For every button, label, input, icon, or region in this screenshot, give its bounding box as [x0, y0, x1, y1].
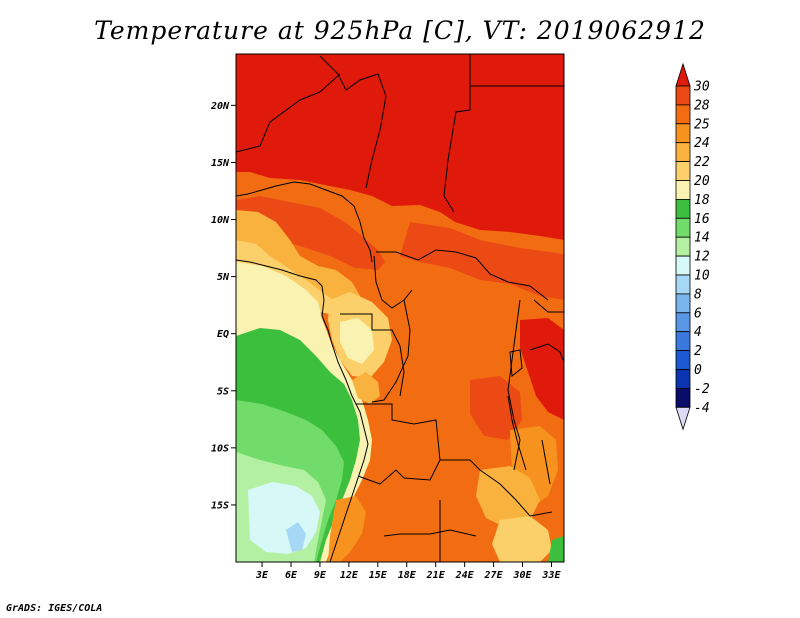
- colorbar-label: 4: [694, 325, 702, 340]
- colorbar-swatch: [675, 217, 691, 238]
- border-cameroon-car: [373, 255, 413, 309]
- colorbar-swatch: [675, 104, 691, 125]
- field-coast-cabinda: [352, 372, 380, 404]
- field-lakes-warm: [470, 376, 522, 440]
- temperature-field: [236, 54, 564, 562]
- lon-tick-label: 30E: [512, 570, 532, 581]
- colorbar-label: 0: [694, 363, 702, 378]
- lat-tick-label: 20N: [210, 101, 230, 112]
- colorbar-label: 2: [694, 344, 702, 359]
- border-uganda-kenya: [533, 299, 564, 313]
- colorbar-label: 22: [694, 155, 710, 170]
- colorbar-swatch: [675, 85, 691, 106]
- border-mali-algeria: [236, 73, 341, 153]
- border-chad-sudan: [443, 54, 471, 213]
- lat-tick-label: 5S: [217, 386, 229, 397]
- colorbar-label: 14: [694, 231, 710, 246]
- boundaries: [236, 54, 564, 562]
- lon-tick-label: 27E: [484, 570, 504, 581]
- colorbar-label: 10: [694, 269, 710, 284]
- border-gabon-congo: [340, 313, 405, 397]
- colorbar-swatch: [675, 369, 691, 389]
- lon-tick-label: 6E: [285, 570, 298, 581]
- border-drc-east: [507, 299, 521, 471]
- lon-tick-label: 15E: [369, 570, 388, 581]
- lat-tick-label: 10N: [211, 215, 230, 226]
- border-zambia-zimbabwe: [479, 469, 553, 517]
- field-central-warm: [400, 222, 564, 300]
- atlantic-coastline: [236, 259, 369, 562]
- plot-frame: [235, 53, 565, 563]
- colorbar-label: 18: [694, 193, 710, 208]
- colorbar-label: 8: [694, 287, 702, 302]
- field-hot-north: [236, 54, 564, 240]
- field-zambia-22: [476, 466, 540, 528]
- lon-tick-label: 9E: [314, 570, 327, 581]
- lat-tick-label: 15S: [211, 500, 229, 511]
- colorbar-swatch: [675, 350, 691, 370]
- colorbar-swatch: [675, 387, 691, 408]
- lake-victoria: [509, 349, 523, 377]
- colorbar-bottom-arrow: [675, 406, 691, 431]
- border-tanzania-north: [529, 343, 564, 363]
- colorbar-swatch: [675, 161, 691, 181]
- colorbar-swatch: [675, 142, 691, 162]
- colorbar-swatch: [675, 274, 691, 295]
- colorbar-label: 30: [693, 80, 710, 95]
- colorbar-swatch: [675, 312, 691, 333]
- lon-tick-label: 3E: [255, 570, 269, 581]
- lon-tick-label: 24E: [455, 570, 475, 581]
- colorbar-label: 25: [694, 117, 710, 132]
- colorbar-swatch: [675, 255, 691, 276]
- axis-ticks: 20N 15N 10N 5N EQ 5S 10S 15S 3E 6E 9E 12E 15E 18E 21E 2…: [210, 101, 562, 581]
- colorbar-swatch: [675, 123, 691, 144]
- border-namibia-botswana: [383, 529, 477, 537]
- lake-tanganyika: [507, 395, 527, 471]
- colorbar-label: 20: [694, 174, 710, 189]
- lat-tick-label: EQ: [217, 329, 229, 340]
- colorbar-label: -2: [694, 382, 710, 397]
- colorbar-swatch: [675, 198, 691, 219]
- credit-text: GrADS: IGES/COLA: [6, 603, 103, 614]
- field-ocean-8: [286, 522, 306, 552]
- lon-tick-label: 33E: [541, 570, 561, 581]
- lon-tick-label: 21E: [426, 570, 446, 581]
- field-south-20: [492, 516, 552, 562]
- field-east-hot: [520, 318, 564, 420]
- border-angola-drc: [356, 403, 481, 471]
- field-namibia-coast: [328, 496, 366, 562]
- colorbar-label: -4: [694, 401, 710, 416]
- lon-tick-label: 18E: [398, 570, 417, 581]
- lat-tick-label: 5N: [217, 272, 230, 283]
- border-car: [376, 249, 549, 301]
- lake-malawi: [541, 439, 551, 485]
- map-title: Temperature at 925hPa [C], VT: 201906291…: [94, 16, 706, 45]
- lon-tick-label: 12E: [340, 570, 359, 581]
- colorbar-top-arrow: [675, 62, 691, 87]
- colorbar-label: 12: [694, 250, 710, 265]
- colorbar-label: 6: [694, 306, 702, 321]
- coast-sahel-border: [236, 181, 373, 263]
- border-congo-drc: [371, 299, 411, 403]
- lat-tick-label: 10S: [211, 443, 229, 454]
- colorbar-swatch: [675, 180, 691, 200]
- border-niger-libya: [319, 55, 387, 189]
- lat-tick-label: 15N: [211, 158, 230, 169]
- field-gabon-18: [340, 318, 374, 364]
- border-angola-south: [357, 459, 441, 485]
- colorbar-swatch: [675, 331, 691, 352]
- colorbar-label: 24: [694, 136, 710, 151]
- colorbar-swatch: [675, 236, 691, 257]
- field-south-16: [548, 536, 564, 562]
- field-west-africa-warm: [236, 196, 385, 270]
- colorbar-label: 16: [694, 212, 710, 227]
- colorbar-swatch: [675, 293, 691, 314]
- colorbar-label: 28: [694, 98, 710, 113]
